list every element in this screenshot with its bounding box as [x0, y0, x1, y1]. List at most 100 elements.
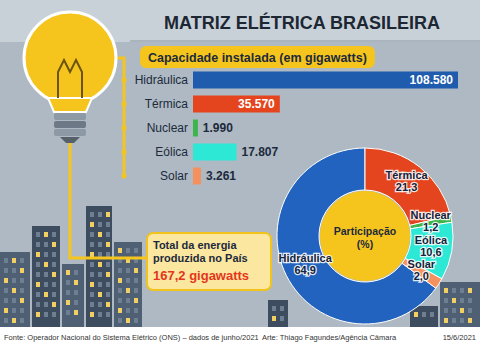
- wire: [70, 140, 146, 258]
- slice: [402, 258, 442, 288]
- window: [106, 262, 110, 267]
- window: [4, 258, 8, 263]
- title-rule: [130, 41, 480, 42]
- window: [12, 288, 16, 293]
- window: [4, 318, 8, 323]
- data-label: 3.261: [206, 169, 236, 183]
- window: [74, 300, 78, 305]
- window: [44, 292, 48, 297]
- category-label: Nuclear: [147, 121, 188, 135]
- window: [126, 308, 130, 313]
- window: [126, 318, 130, 323]
- category-label: Solar: [160, 169, 188, 183]
- window: [20, 268, 24, 273]
- window: [98, 212, 102, 217]
- window: [12, 268, 16, 273]
- window: [118, 298, 122, 303]
- window: [460, 298, 464, 303]
- window: [36, 242, 40, 247]
- window: [44, 282, 48, 287]
- slice-value: 1,2: [423, 221, 438, 233]
- slice-value: 10,6: [420, 246, 441, 258]
- window: [106, 242, 110, 247]
- window: [20, 298, 24, 303]
- window: [36, 272, 40, 277]
- window: [118, 248, 122, 253]
- window: [422, 312, 426, 317]
- filament: [58, 60, 82, 98]
- window: [106, 212, 110, 217]
- bar: [193, 72, 458, 89]
- window: [444, 298, 448, 303]
- window: [52, 262, 56, 267]
- window: [44, 312, 48, 317]
- window: [118, 278, 122, 283]
- footer-credit: Arte: Thiago Fagundes/Agência Câmara: [262, 333, 397, 342]
- bar: [193, 168, 201, 185]
- window: [12, 308, 16, 313]
- bulb-neck: [48, 98, 92, 112]
- window: [106, 292, 110, 297]
- building: [86, 206, 112, 327]
- slice-category: Nuclear: [411, 209, 452, 221]
- window: [126, 268, 130, 273]
- window: [106, 312, 110, 317]
- data-label: 1.990: [203, 121, 233, 135]
- window: [98, 282, 102, 287]
- window: [452, 318, 456, 323]
- window: [452, 288, 456, 293]
- window: [460, 308, 464, 313]
- slice-label: Nuclear1,2: [411, 209, 452, 233]
- window: [90, 242, 94, 247]
- window: [36, 252, 40, 257]
- wire-dot: [122, 174, 127, 179]
- window: [90, 262, 94, 267]
- window: [36, 262, 40, 267]
- wire-dot: [122, 126, 127, 131]
- bar: [193, 120, 198, 137]
- window: [134, 278, 138, 283]
- window: [126, 248, 130, 253]
- window: [444, 318, 448, 323]
- window: [66, 290, 70, 295]
- window: [468, 308, 472, 313]
- window: [90, 272, 94, 277]
- slice-value: 2,0: [414, 270, 429, 282]
- window: [106, 232, 110, 237]
- window: [20, 318, 24, 323]
- window: [4, 288, 8, 293]
- category-label: Hidráulica: [135, 73, 189, 87]
- window: [52, 272, 56, 277]
- window: [52, 312, 56, 317]
- window: [4, 268, 8, 273]
- slice-category: Térmica: [385, 169, 428, 181]
- window: [36, 232, 40, 237]
- infographic: MATRIZ ELÉTRICA BRASILEIRACapacidade ins…: [0, 0, 480, 360]
- window: [106, 252, 110, 257]
- window: [74, 280, 78, 285]
- data-label: 17.807: [241, 145, 278, 159]
- total-label: Total da energia produzida no País: [153, 239, 265, 265]
- window: [468, 298, 472, 303]
- bar-title-bg: [140, 46, 375, 68]
- window: [118, 308, 122, 313]
- window: [4, 278, 8, 283]
- window: [280, 316, 284, 321]
- window: [44, 302, 48, 307]
- window: [4, 308, 8, 313]
- window: [90, 292, 94, 297]
- window: [90, 232, 94, 237]
- window: [460, 318, 464, 323]
- window: [52, 292, 56, 297]
- window: [36, 282, 40, 287]
- window: [444, 308, 448, 313]
- window: [74, 290, 78, 295]
- building: [440, 282, 480, 327]
- window: [272, 316, 276, 321]
- total-value: 167,2 gigawatts: [153, 267, 265, 284]
- window: [98, 242, 102, 247]
- window: [106, 272, 110, 277]
- slice-category: Eólica: [415, 234, 448, 246]
- window: [98, 272, 102, 277]
- slice-label: Solar2,0: [408, 258, 436, 282]
